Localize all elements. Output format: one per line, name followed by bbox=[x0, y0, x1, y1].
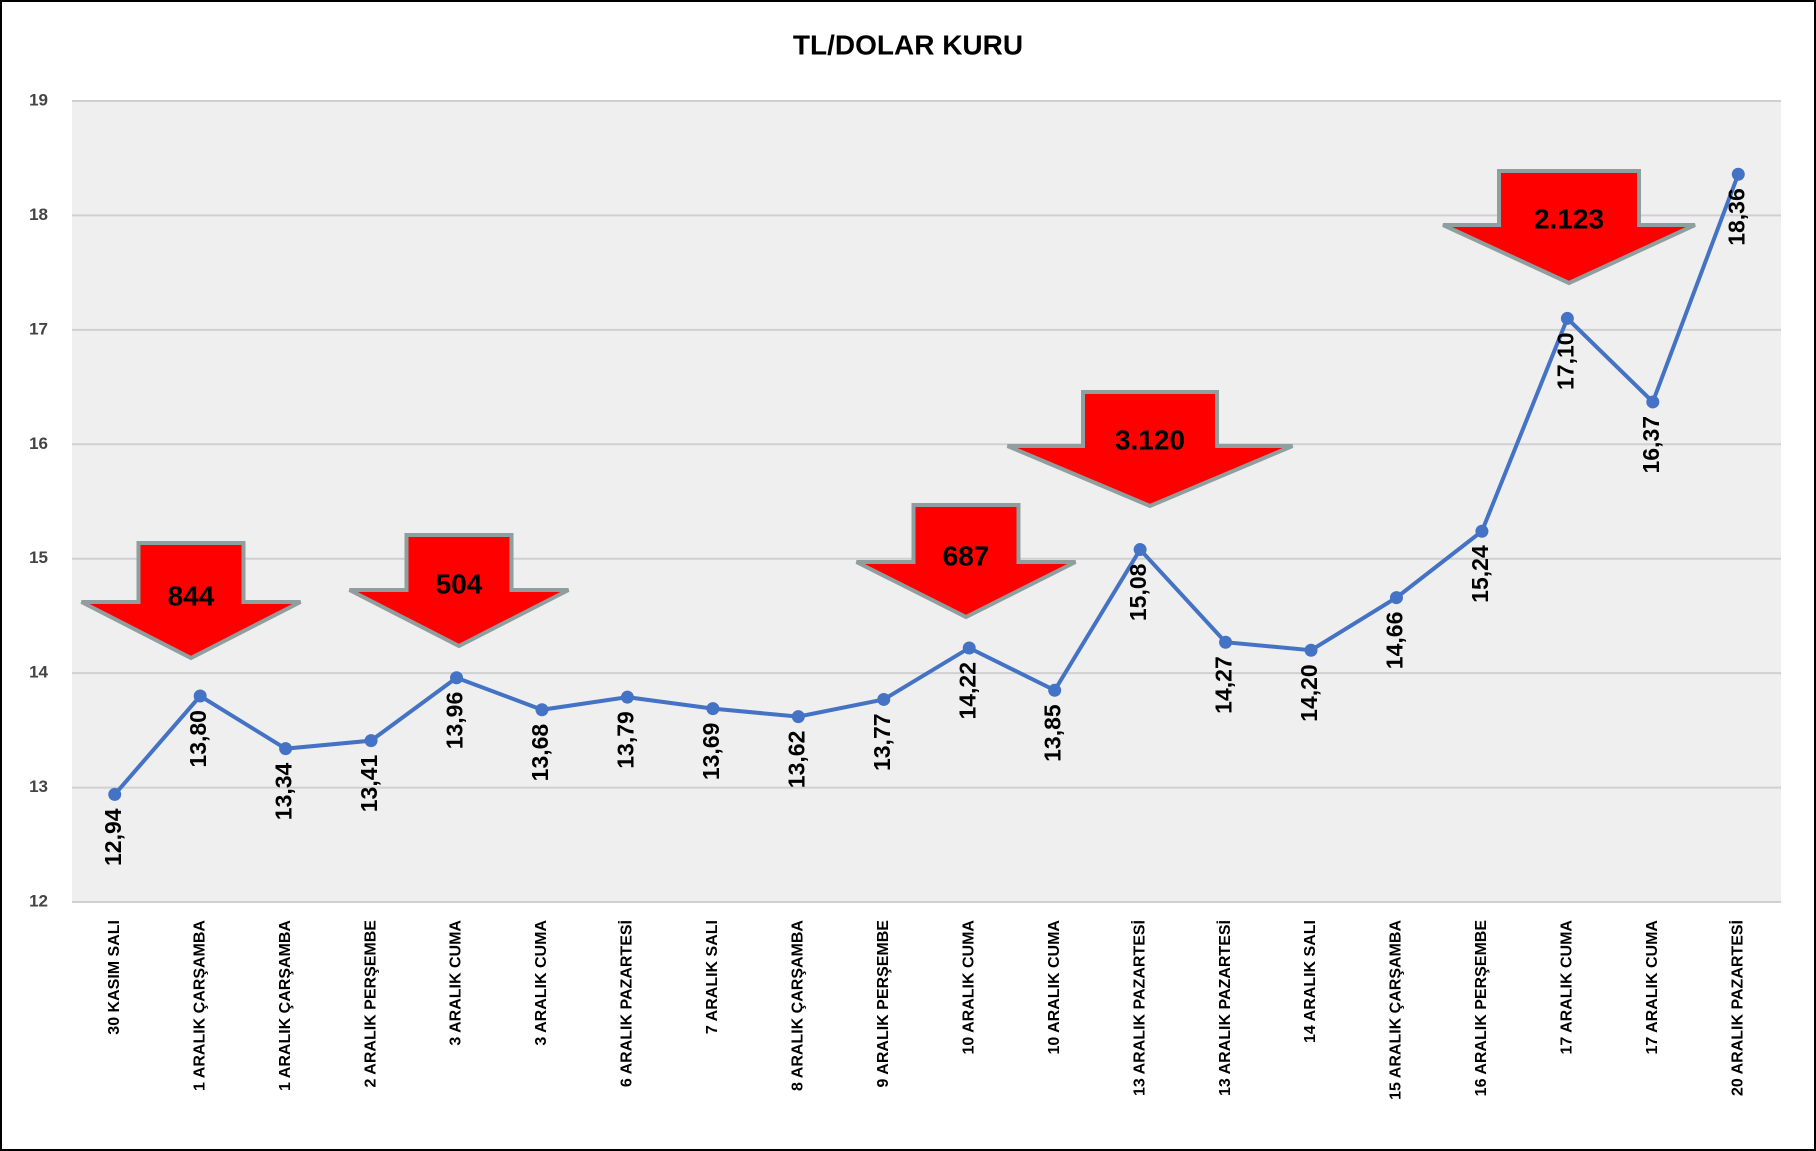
marker bbox=[1048, 683, 1062, 697]
marker bbox=[962, 641, 976, 655]
y-tick-label: 12 bbox=[29, 891, 48, 910]
value-label: 13,34 bbox=[271, 762, 297, 820]
x-tick-label: 10 ARALIK CUMA bbox=[960, 920, 977, 1055]
marker bbox=[791, 710, 805, 724]
y-tick-label: 15 bbox=[29, 548, 48, 567]
value-label: 14,22 bbox=[954, 662, 980, 720]
annotation: 3.120 bbox=[1115, 424, 1185, 455]
marker bbox=[1133, 543, 1147, 557]
arrow bbox=[348, 533, 570, 649]
line bbox=[113, 173, 1741, 796]
x-tick-label: 20 ARALIK PAZARTESİ bbox=[1728, 920, 1746, 1096]
x-tick-label: 6 ARALIK PAZARTESİ bbox=[618, 920, 636, 1087]
marker bbox=[279, 742, 293, 756]
value-label: 13,41 bbox=[356, 754, 382, 812]
x-tick-label: 1 ARALIK ÇARŞAMBA bbox=[191, 920, 208, 1091]
value-label: 13,69 bbox=[698, 723, 724, 781]
value-label: 14,20 bbox=[1296, 664, 1322, 722]
x-tick-label: 10 ARALIK CUMA bbox=[1046, 920, 1063, 1055]
y-tick-label: 14 bbox=[29, 663, 48, 682]
marker bbox=[535, 703, 549, 717]
value-label: 13,96 bbox=[442, 692, 468, 750]
x-tick-label: 16 ARALIK PERŞEMBE bbox=[1473, 920, 1490, 1097]
arrow bbox=[1442, 169, 1696, 286]
marker bbox=[193, 689, 207, 703]
arrow bbox=[1006, 390, 1294, 509]
x-tick-label: 14 ARALIK SALI bbox=[1302, 920, 1319, 1043]
x-tick-label: 13 ARALIK PAZARTESİ bbox=[1216, 920, 1234, 1096]
value-label: 18,36 bbox=[1723, 188, 1749, 246]
marker bbox=[620, 690, 634, 704]
value-label: 13,79 bbox=[613, 711, 639, 769]
value-label: 16,37 bbox=[1638, 416, 1664, 474]
x-tick-label: 17 ARALIK CUMA bbox=[1644, 920, 1661, 1055]
annotation: 844 bbox=[168, 580, 215, 611]
arrow bbox=[80, 541, 302, 661]
y-tick-label: 18 bbox=[29, 205, 48, 224]
annotation: 504 bbox=[436, 568, 483, 599]
marker bbox=[1731, 167, 1745, 181]
marker bbox=[706, 702, 720, 716]
value-label: 14,66 bbox=[1382, 612, 1408, 670]
annotation: 2.123 bbox=[1534, 203, 1604, 234]
x-tick-label: 13 ARALIK PAZARTESİ bbox=[1130, 920, 1148, 1096]
value-label: 13,80 bbox=[185, 710, 211, 768]
marker bbox=[364, 734, 378, 748]
marker bbox=[1304, 643, 1318, 657]
y-tick-label: 19 bbox=[29, 90, 48, 109]
value-label: 14,27 bbox=[1211, 656, 1237, 714]
marker bbox=[450, 671, 464, 685]
y-tick-label: 16 bbox=[29, 434, 48, 453]
marker bbox=[1560, 311, 1574, 325]
value-label: 15,08 bbox=[1125, 563, 1151, 621]
marker bbox=[108, 787, 122, 801]
marker bbox=[1219, 635, 1233, 649]
y-tick-label: 17 bbox=[29, 319, 48, 338]
value-label: 13,68 bbox=[527, 724, 553, 782]
x-tick-label: 3 ARALIK CUMA bbox=[448, 920, 465, 1046]
marker bbox=[877, 692, 891, 706]
value-label: 13,62 bbox=[783, 731, 809, 789]
value-label: 13,85 bbox=[1040, 704, 1066, 762]
y-tick-label: 13 bbox=[29, 777, 48, 796]
x-tick-label: 1 ARALIK ÇARŞAMBA bbox=[277, 920, 294, 1091]
marker bbox=[1646, 395, 1660, 409]
marker bbox=[1389, 591, 1403, 605]
value-label: 12,94 bbox=[100, 808, 126, 866]
x-tick-label: 7 ARALIK SALI bbox=[704, 920, 721, 1034]
x-tick-label: 8 ARALIK ÇARŞAMBA bbox=[790, 920, 807, 1091]
value-label: 15,24 bbox=[1467, 545, 1493, 603]
x-tick-label: 17 ARALIK CUMA bbox=[1559, 920, 1576, 1055]
x-tick-label: 15 ARALIK ÇARŞAMBA bbox=[1388, 920, 1405, 1100]
x-tick-label: 3 ARALIK CUMA bbox=[533, 920, 550, 1046]
value-label: 13,77 bbox=[869, 713, 895, 771]
x-tick-label: 30 KASIM SALI bbox=[106, 920, 123, 1035]
arrow bbox=[855, 503, 1077, 620]
value-label: 17,10 bbox=[1552, 332, 1578, 390]
x-tick-label: 2 ARALIK PERŞEMBE bbox=[362, 920, 379, 1088]
x-tick-label: 9 ARALIK PERŞEMBE bbox=[875, 920, 892, 1088]
marker bbox=[1475, 524, 1489, 538]
annotation: 687 bbox=[943, 540, 990, 571]
chart-title: TL/DOLAR KURU bbox=[793, 29, 1023, 60]
